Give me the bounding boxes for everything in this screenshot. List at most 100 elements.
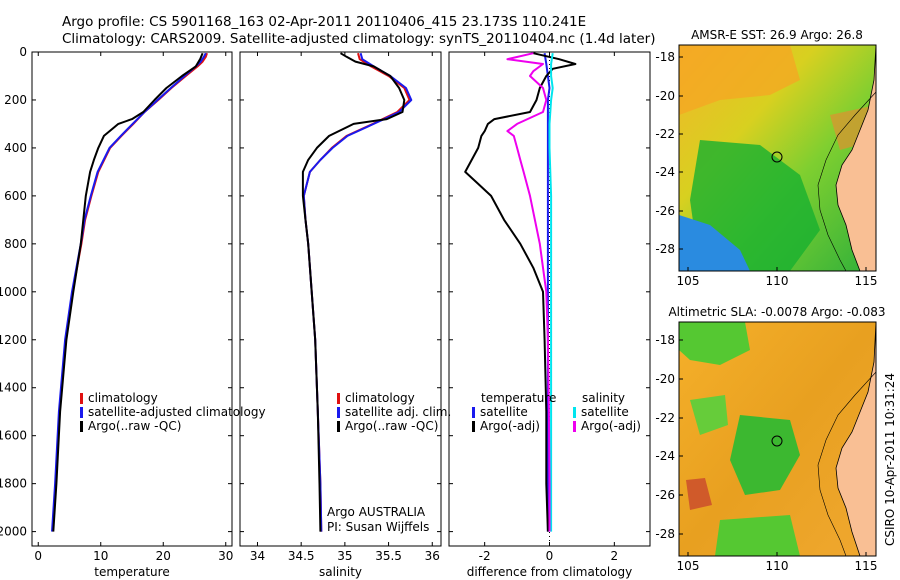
panel-1-xlabel: salinity [319, 565, 362, 579]
sla-green-patch-2 [730, 415, 800, 495]
legend-diff-temp-argo-swatch [472, 421, 475, 432]
legend-temp-clim-label: climatology [88, 391, 158, 405]
sst-shelf-contour [817, 91, 876, 271]
legend-diff-sal-sat-swatch [573, 407, 576, 418]
legend-temp-clim-swatch [80, 393, 83, 404]
map-ytick-label: -20 [655, 89, 675, 103]
legend-sal-sat-swatch [337, 407, 340, 418]
map-xtick-label: 110 [766, 274, 789, 288]
sst-map-ticks: 105 110 115 -18 -20 -22 -24 -26 -28 [655, 50, 877, 288]
legend-sal-sat-label: satellite adj. clim. [345, 405, 451, 419]
panel-1-xtick-label: 35.5 [375, 549, 402, 563]
sla-red-patch [686, 478, 712, 510]
panel-2-xtick-label: 2 [611, 549, 619, 563]
panel-2-xtick-label: -2 [479, 549, 491, 563]
legend-diff-sal-sat-label: satellite [581, 405, 629, 419]
sst-map-title: AMSR-E SST: 26.9 Argo: 26.8 [691, 28, 863, 42]
sst-warm-patch [679, 45, 800, 115]
legend-diff-temp-sat-label: satellite [480, 405, 528, 419]
sst-argo-marker [771, 151, 783, 163]
map-ytick-label: -28 [655, 527, 675, 541]
ytick-label: 200 [4, 93, 27, 107]
map-xtick-label: 115 [855, 559, 878, 573]
panel-0-series-0-line [51, 52, 208, 532]
sla-argo-marker [771, 435, 783, 447]
map-xtick-label: 110 [766, 559, 789, 573]
ytick-label: 1800 [0, 477, 27, 491]
ytick-label: 1400 [0, 381, 27, 395]
map-ytick-label: -22 [655, 127, 675, 141]
panel-0-xlabel: temperature [94, 565, 169, 579]
profile-axes: 0 10 20 30temperature0200400600800100012001… [0, 45, 651, 579]
legend-diff-temp-head: temperature [481, 391, 556, 405]
legend-temp-sat-swatch [80, 407, 83, 418]
sst-map: AMSR-E SST: 26.9 Argo: 26.8 105 110 115 -18… [655, 28, 877, 288]
map-ytick-label: -18 [655, 333, 675, 347]
sst-blue-patch [679, 215, 750, 271]
profile-series [51, 52, 577, 532]
sla-map-title: Altimetric SLA: -0.0078 Argo: -0.083 [668, 305, 885, 319]
ytick-label: 1200 [0, 333, 27, 347]
legend-sal-argo-swatch [337, 421, 340, 432]
map-ytick-label: -26 [655, 204, 675, 218]
panel-1-frame [239, 51, 442, 547]
map-ytick-label: -22 [655, 411, 675, 425]
sla-green-patch-4 [715, 515, 800, 556]
panel-0-xtick-label: 10 [93, 549, 108, 563]
legend-diff-sal-argo-swatch [573, 421, 576, 432]
map-ytick-label: -28 [655, 242, 675, 256]
timestamp: CSIRO 10-Apr-2011 10:31:24 [883, 373, 897, 546]
sla-green-patch-3 [690, 395, 728, 435]
sla-land [835, 322, 876, 556]
panel-1-series-2-line [301, 52, 406, 532]
legend-sal-clim-label: climatology [345, 391, 415, 405]
panel-1-xtick-label: 35 [337, 549, 352, 563]
sla-green-patch-1 [679, 322, 750, 365]
map-ytick-label: -20 [655, 372, 675, 386]
ytick-label: 800 [4, 237, 27, 251]
panel-2-xlabel: difference from climatology [467, 565, 633, 579]
legend-diff-sal-head: salinity [582, 391, 625, 405]
panel-2-series-1-line [464, 52, 577, 532]
panel-0-series-2-line [52, 52, 204, 532]
sla-shelf-contour [817, 371, 876, 556]
map-ytick-label: -18 [655, 50, 675, 64]
panel-2-series-3-line [506, 52, 551, 532]
legend-sal-clim-swatch [337, 393, 340, 404]
annotation-line-2: PI: Susan Wijffels [327, 520, 429, 534]
annotation-line-1: Argo AUSTRALIA [327, 505, 426, 519]
panel-1-xtick-label: 34 [250, 549, 265, 563]
map-xtick-label: 105 [677, 274, 700, 288]
legend-diff-temp-argo-label: Argo(-adj) [480, 419, 540, 433]
map-xtick-label: 115 [855, 274, 878, 288]
map-ytick-label: -26 [655, 488, 675, 502]
panel-0-xtick-label: 20 [156, 549, 171, 563]
panel-1-xtick-label: 36 [425, 549, 440, 563]
ytick-label: 0 [19, 45, 27, 59]
panel-0-xtick-label: 0 [34, 549, 42, 563]
legend-temp-argo-label: Argo(..raw -QC) [88, 419, 181, 433]
panel-0-xtick-label: 30 [218, 549, 233, 563]
legend-diff-sal-argo-label: Argo(-adj) [581, 419, 641, 433]
ytick-label: 600 [4, 189, 27, 203]
map-ytick-label: -24 [655, 449, 675, 463]
ytick-label: 1000 [0, 285, 27, 299]
panel-0-frame [31, 51, 233, 547]
sst-land [835, 45, 876, 271]
panel-1-xtick-label: 34.5 [288, 549, 315, 563]
title-line-2: Climatology: CARS2009. Satellite-adjuste… [62, 31, 655, 47]
legend-temp-argo-swatch [80, 421, 83, 432]
ytick-label: 1600 [0, 429, 27, 443]
legend-sal-argo-label: Argo(..raw -QC) [345, 419, 438, 433]
sla-map: Altimetric SLA: -0.0078 Argo: -0.083 105… [655, 305, 885, 573]
legend-diff-temp-sat-swatch [472, 407, 475, 418]
map-ytick-label: -24 [655, 165, 675, 179]
map-xtick-label: 105 [677, 559, 700, 573]
ytick-label: 400 [4, 141, 27, 155]
panel-2-xtick-label: 0 [546, 549, 554, 563]
ytick-label: 2000 [0, 525, 27, 539]
panel-0-series-1-line [51, 52, 207, 532]
legend-temp-sat-label: satellite-adjusted climatology [88, 405, 266, 419]
